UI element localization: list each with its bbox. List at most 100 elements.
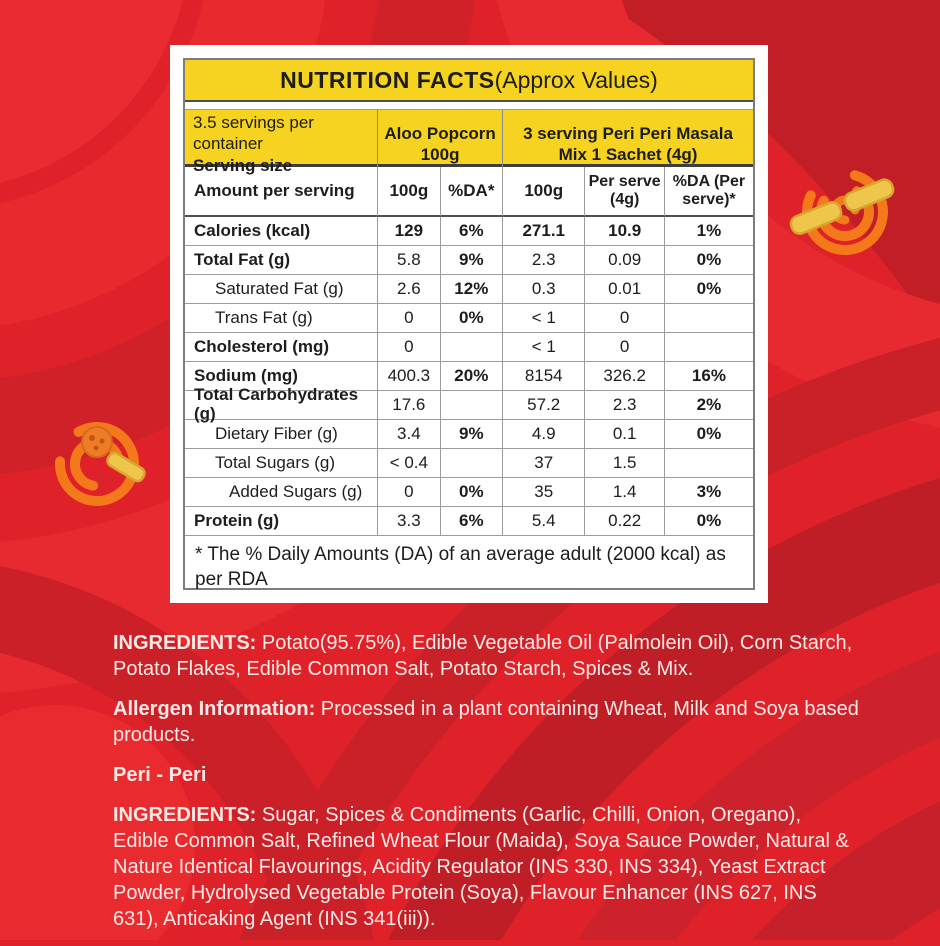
serving-size-label: Serving size	[193, 155, 293, 175]
nutrient-value: 271.1	[503, 217, 586, 246]
nutrient-label: Trans Fat (g)	[185, 304, 379, 333]
nutrient-value: < 1	[503, 333, 586, 362]
col-header-per-serve: Per serve (4g)	[585, 167, 665, 217]
spiral-popcorn-decoration	[55, 421, 146, 506]
nutrient-label: Saturated Fat (g)	[185, 275, 379, 304]
col-header-100g-masala: 100g	[503, 167, 586, 217]
nutrient-value: 17.6	[378, 391, 441, 420]
ingredients-paragraph: INGREDIENTS: Potato(95.75%), Edible Vege…	[113, 630, 861, 682]
nutrient-value: 9%	[440, 420, 504, 449]
nutrient-value	[664, 449, 753, 478]
ingredients-label: INGREDIENTS:	[113, 632, 257, 654]
nutrient-value: 9%	[440, 246, 504, 275]
nutrient-value	[664, 333, 753, 362]
nutrient-value: 0%	[664, 246, 753, 275]
nutrient-value: 37	[503, 449, 586, 478]
amount-per-serving-header: Amount per serving	[185, 167, 379, 217]
nutrient-value: 20%	[440, 362, 504, 391]
nutrient-value: 0	[378, 478, 441, 507]
nutrition-title-main: NUTRITION FACTS	[280, 66, 495, 93]
serving-size-cell: 3.5 servings per container Serving size	[185, 110, 379, 178]
nutrient-value: 0.22	[585, 507, 665, 536]
nutrient-value: 326.2	[585, 362, 665, 391]
ingredients-section: INGREDIENTS: Potato(95.75%), Edible Vege…	[113, 630, 861, 946]
nutrition-facts-panel: NUTRITION FACTS (Approx Values) 3.5 serv…	[170, 45, 768, 603]
ingredients-text: Potato(95.75%), Edible Vegetable Oil (Pa…	[113, 632, 853, 680]
popcorn-icon	[81, 426, 113, 458]
nutrient-value: 129	[378, 217, 441, 246]
nutrient-value: 3.4	[378, 420, 441, 449]
product-aloo-popcorn-cell: Aloo Popcorn 100g	[378, 110, 504, 178]
nutrient-value: 5.8	[378, 246, 441, 275]
nutrient-value: 3.3	[378, 507, 441, 536]
nutrient-value: 6%	[440, 217, 504, 246]
nutrition-title: NUTRITION FACTS (Approx Values)	[185, 60, 753, 102]
nutrient-value: 0.1	[585, 420, 665, 449]
nutrient-value: 10.9	[585, 217, 665, 246]
allergen-label: Allergen Information:	[113, 698, 316, 720]
nutrient-value: 5.4	[503, 507, 586, 536]
nutrient-value	[664, 304, 753, 333]
nutrient-value: 0.3	[503, 275, 586, 304]
nutrient-label: Total Fat (g)	[185, 246, 379, 275]
nutrient-value: 1%	[664, 217, 753, 246]
peri-ingredients-text: Sugar, Spices & Condiments (Garlic, Chil…	[113, 804, 849, 930]
nutrient-value: 0.09	[585, 246, 665, 275]
fry-icon	[106, 451, 146, 483]
nutrient-value: 4.9	[503, 420, 586, 449]
col-header-100g-popcorn: 100g	[378, 167, 441, 217]
nutrient-value: 3%	[664, 478, 753, 507]
nutrient-label: Calories (kcal)	[185, 217, 379, 246]
nutrient-value: 0%	[664, 507, 753, 536]
nutrient-value	[440, 449, 504, 478]
allergen-paragraph: Allergen Information: Processed in a pla…	[113, 696, 861, 748]
daily-amounts-footnote: * The % Daily Amounts (DA) of an average…	[195, 544, 726, 590]
col-header-da-per-serve: %DA (Per serve)*	[664, 167, 753, 217]
spiral-fries-decoration	[789, 169, 895, 255]
nutrient-value: 16%	[664, 362, 753, 391]
nutrient-label: Sodium (mg)	[185, 362, 379, 391]
nutrient-value: 2%	[664, 391, 753, 420]
nutrient-value: 400.3	[378, 362, 441, 391]
nutrient-value	[440, 333, 504, 362]
nutrient-value: 0.01	[585, 275, 665, 304]
nutrient-value: 0%	[440, 478, 504, 507]
peri-ingredients-paragraph: INGREDIENTS: Sugar, Spices & Condiments …	[113, 802, 861, 932]
nutrition-table: NUTRITION FACTS (Approx Values) 3.5 serv…	[183, 58, 755, 590]
nutrient-value: 0%	[664, 275, 753, 304]
allergen-text: Processed in a plant containing Wheat, M…	[113, 698, 859, 746]
nutrient-value: 35	[503, 478, 586, 507]
peri-peri-heading: Peri - Peri	[113, 764, 207, 786]
nutrient-value: 0	[585, 304, 665, 333]
nutrient-value: < 0.4	[378, 449, 441, 478]
nutrient-value: 8154	[503, 362, 586, 391]
nutrient-value: 12%	[440, 275, 504, 304]
nutrient-value: 57.2	[503, 391, 586, 420]
nutrient-label: Cholesterol (mg)	[185, 333, 379, 362]
nutrition-grid: Amount per serving 100g %DA* 100g Per se…	[185, 167, 753, 536]
nutrient-value: 1.4	[585, 478, 665, 507]
title-divider-gap	[185, 102, 753, 109]
servings-per-container: 3.5 servings per container	[193, 113, 314, 154]
nutrient-label: Total Carbohydrates (g)	[185, 385, 379, 423]
nutrient-value: 0	[585, 333, 665, 362]
nutrient-label: Added Sugars (g)	[185, 478, 379, 507]
nutrient-value: 2.3	[503, 246, 586, 275]
nutrient-label: Dietary Fiber (g)	[185, 420, 379, 449]
nutrient-value: 6%	[440, 507, 504, 536]
nutrient-value	[440, 391, 504, 420]
peri-ingredients-label: INGREDIENTS:	[113, 804, 257, 826]
nutrient-label: Total Sugars (g)	[185, 449, 379, 478]
nutrient-label: Protein (g)	[185, 507, 379, 536]
nutrient-value: 2.6	[378, 275, 441, 304]
fry-icon	[789, 178, 895, 235]
nutrient-value: 1.5	[585, 449, 665, 478]
nutrient-value: 2.3	[585, 391, 665, 420]
nutrient-value: 0%	[664, 420, 753, 449]
serving-header-row: 3.5 servings per container Serving size …	[185, 109, 753, 178]
nutrient-value: 0	[378, 304, 441, 333]
product-peri-peri-cell: 3 serving Peri Peri Masala Mix 1 Sachet …	[523, 123, 733, 164]
nutrition-title-suffix: (Approx Values)	[494, 66, 658, 93]
nutrient-value: 0%	[440, 304, 504, 333]
nutrient-value: < 1	[503, 304, 586, 333]
